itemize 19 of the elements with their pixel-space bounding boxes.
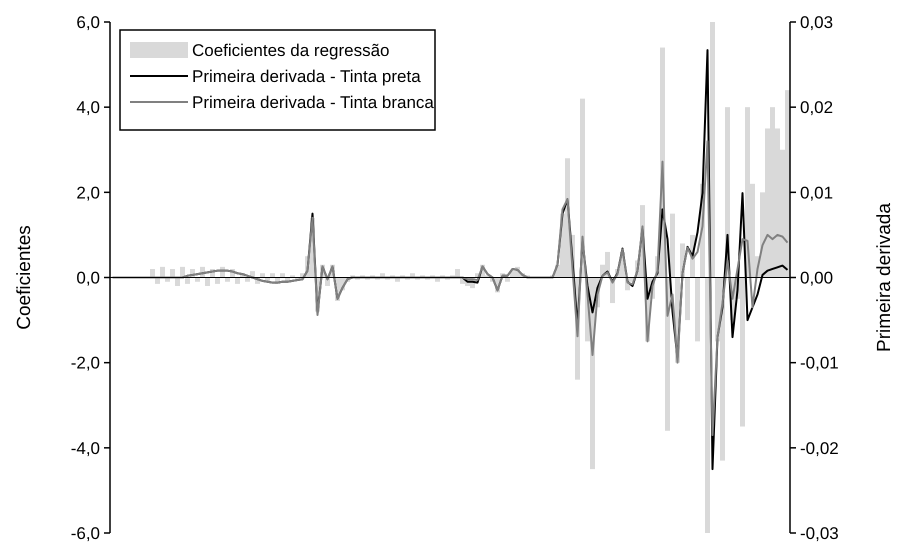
legend-label: Primeira derivada - Tinta preta — [192, 66, 422, 86]
y2-axis-title: Primeira derivada — [874, 202, 895, 352]
y2-tick-label: 0,00 — [800, 268, 834, 288]
y-tick-label: 4,0 — [76, 98, 100, 118]
y2-tick-label: 0,03 — [800, 12, 834, 32]
y-tick-label: 2,0 — [76, 183, 100, 202]
y-tick-label: -4,0 — [70, 438, 100, 458]
y2-tick-label: -0,03 — [800, 524, 839, 543]
y-tick-label: -6,0 — [70, 524, 100, 543]
legend-label: Coeficientes da regressão — [192, 40, 390, 60]
y-tick-label: -2,0 — [70, 354, 100, 373]
legend-label: Primeira derivada - Tinta branca — [192, 92, 434, 112]
y-axis-title: Coeficientes — [14, 225, 35, 330]
y-tick-label: 6,0 — [76, 12, 100, 32]
y2-tick-label: 0,01 — [800, 183, 834, 202]
y-tick-label: 0,0 — [76, 268, 100, 288]
y2-tick-label: -0,02 — [800, 438, 839, 458]
y2-tick-label: -0,01 — [800, 354, 839, 373]
y2-tick-label: 0,02 — [800, 98, 834, 118]
